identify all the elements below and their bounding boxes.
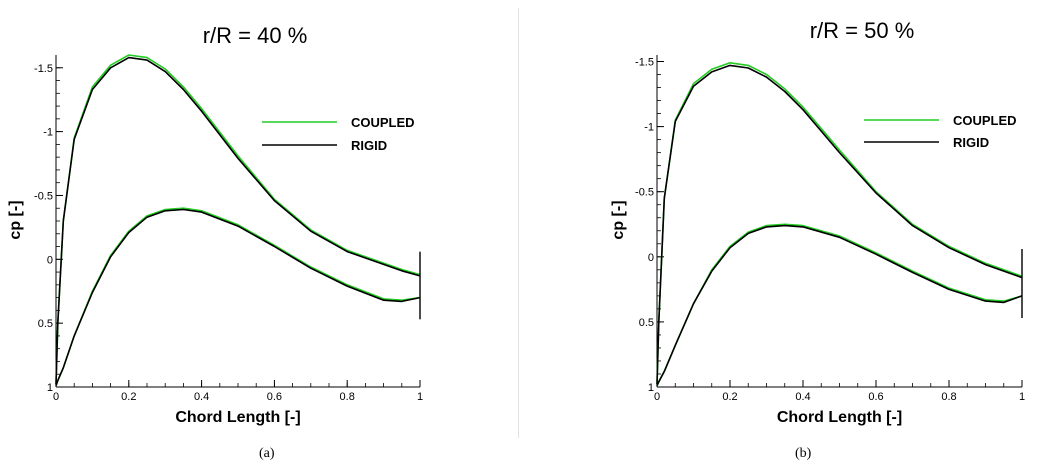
y-axis-label: cp [-] bbox=[7, 200, 24, 239]
y-tick-label: -1.5 bbox=[635, 57, 654, 69]
panel-divider bbox=[518, 8, 519, 438]
series-line-coupled-lower bbox=[656, 223, 1023, 387]
y-axis-label: cp [-] bbox=[610, 200, 627, 239]
x-tick-label: 0.4 bbox=[194, 391, 209, 403]
x-tick-label: 1 bbox=[1019, 391, 1025, 403]
caption-b: (b) bbox=[795, 446, 812, 461]
legend-label-coupled: COUPLED bbox=[953, 113, 1017, 128]
y-tick-label: 0.5 bbox=[38, 318, 53, 330]
x-axis-label: Chord Length [-] bbox=[777, 409, 902, 426]
figure-canvas: -1.5-1-0.500.510 0.2 0.4 0.6 0.8 1r/R = 40 %C… bbox=[7, 18, 1025, 426]
chart-panel-a: -1.5-1-0.500.510 0.2 0.4 0.6 0.8 1r/R = 40 %C… bbox=[7, 23, 423, 426]
y-tick-label: 0.5 bbox=[639, 317, 654, 329]
chart-panel-b: -1.5-1-0.500.510 0.2 0.4 0.6 0.8 1r/R = 50 %C… bbox=[610, 18, 1025, 426]
series-line-rigid-lower bbox=[656, 224, 1023, 387]
x-axis-label: Chord Length [-] bbox=[175, 409, 300, 426]
series-line-rigid-upper bbox=[656, 64, 1023, 385]
x-tick-label: 0.8 bbox=[340, 391, 355, 403]
x-tick-label: 0.4 bbox=[795, 391, 810, 403]
x-tick-label: 0.2 bbox=[722, 391, 737, 403]
x-tick-label: 0.6 bbox=[868, 391, 883, 403]
series-line-coupled-lower bbox=[55, 207, 421, 386]
y-tick-label: 0 bbox=[47, 254, 53, 266]
series-line-coupled-upper bbox=[656, 61, 1023, 385]
legend-label-rigid: RIGID bbox=[351, 138, 387, 153]
x-tick-label: 0.8 bbox=[941, 391, 956, 403]
x-tick-label: 0.2 bbox=[121, 391, 136, 403]
legend-label-coupled: COUPLED bbox=[351, 115, 415, 130]
y-tick-label: -1 bbox=[644, 122, 654, 134]
y-tick-label: 1 bbox=[648, 382, 654, 394]
y-tick-label: -1 bbox=[43, 127, 53, 139]
y-tick-label: -0.5 bbox=[34, 190, 53, 202]
y-tick-label: 0 bbox=[648, 252, 654, 264]
x-tick-label: 1 bbox=[417, 391, 423, 403]
series-line-rigid-lower bbox=[55, 208, 421, 386]
y-tick-label: 1 bbox=[47, 382, 53, 394]
series-line-rigid-upper bbox=[55, 56, 421, 385]
legend-label-rigid: RIGID bbox=[953, 135, 989, 150]
x-tick-label: 0 bbox=[53, 391, 59, 403]
x-tick-label: 0.6 bbox=[267, 391, 282, 403]
chart-title: r/R = 40 % bbox=[203, 23, 308, 48]
caption-a: (a) bbox=[259, 446, 275, 461]
x-tick-label: 0 bbox=[654, 391, 660, 403]
y-tick-label: -0.5 bbox=[635, 187, 654, 199]
series-line-coupled-upper bbox=[55, 54, 421, 385]
chart-title: r/R = 50 % bbox=[810, 18, 915, 43]
y-tick-label: -1.5 bbox=[34, 63, 53, 75]
